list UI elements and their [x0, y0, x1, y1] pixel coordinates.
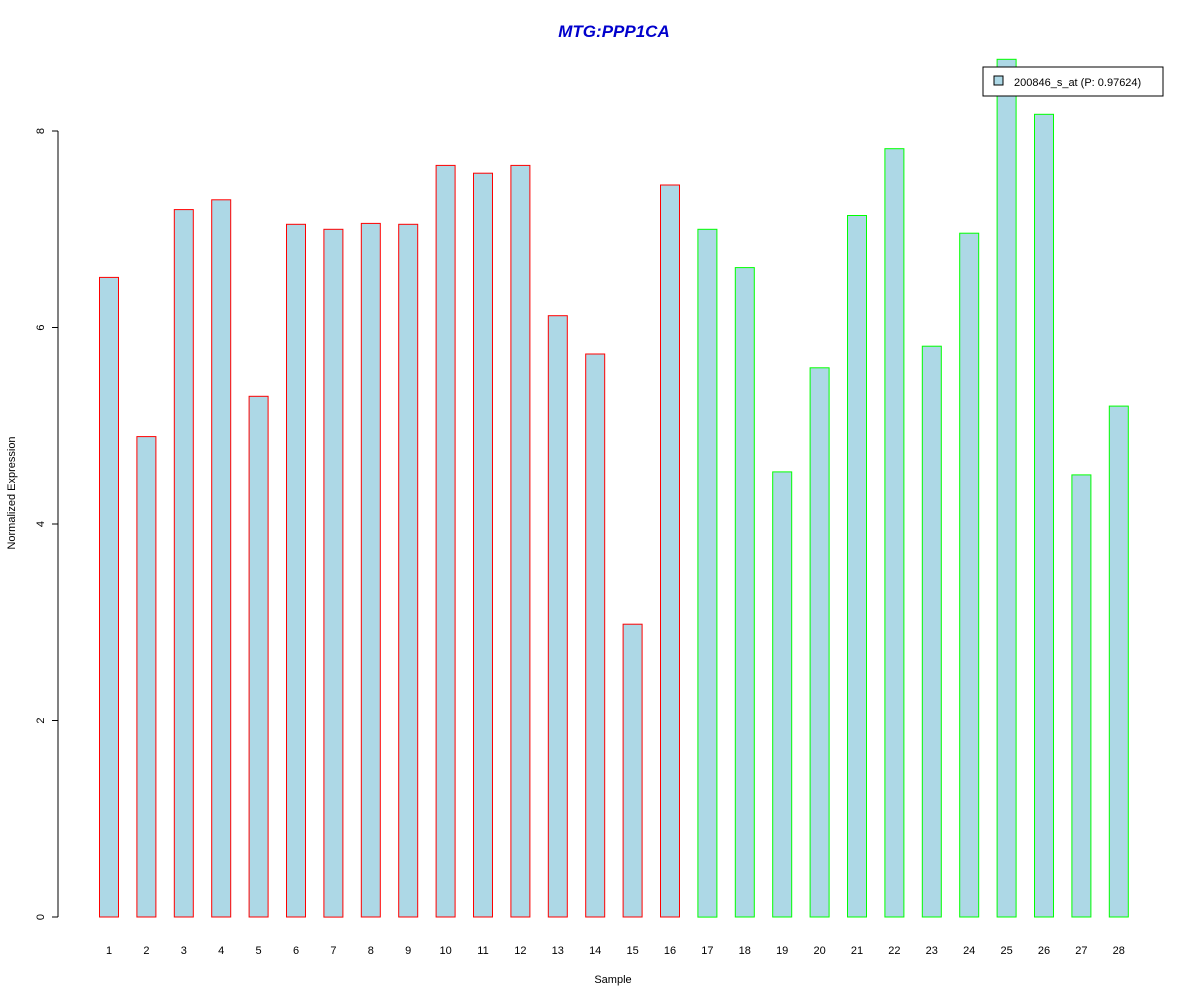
y-tick-label: 6 [35, 324, 47, 330]
x-tick-label: 11 [477, 945, 488, 957]
bar-sample-28 [1108, 405, 1129, 918]
bar-sample-20 [809, 367, 830, 918]
x-tick-label: 28 [1113, 945, 1125, 957]
x-tick-label: 21 [851, 945, 863, 957]
bar-sample-15 [622, 623, 643, 918]
x-tick-label: 15 [626, 945, 638, 957]
x-tick-label: 16 [664, 945, 676, 957]
x-tick-label: 25 [1000, 945, 1012, 957]
x-tick-label: 7 [330, 945, 336, 957]
bar-sample-6 [286, 223, 306, 918]
x-tick-labels: 1 2 3 4 5 6 7 8 9 10 11 12 13 14 15 16 17 18 19 20 21 22 23 24 2… [106, 945, 1125, 957]
x-tick-label: 2 [143, 945, 149, 957]
x-axis-label: Sample [594, 974, 631, 986]
chart-title: MTG:PPP1CA [558, 22, 669, 41]
bar-sample-10 [435, 164, 456, 918]
x-tick-label: 13 [552, 945, 564, 957]
x-tick-label: 12 [514, 945, 526, 957]
x-tick-label: 4 [218, 945, 224, 957]
bar-sample-25 [996, 58, 1017, 918]
legend: 200846_s_at (P: 0.97624) [982, 66, 1164, 97]
x-tick-label: 22 [888, 945, 900, 957]
bars [99, 58, 1129, 918]
bar-sample-14 [585, 353, 606, 918]
x-tick-label: 26 [1038, 945, 1050, 957]
x-tick-label: 5 [256, 945, 262, 957]
bar-sample-17 [697, 228, 718, 918]
y-tick-label: 0 [35, 914, 47, 920]
legend-swatch [993, 75, 1004, 86]
legend-label: 200846_s_at (P: 0.97624) [1014, 77, 1141, 89]
x-tick-label: 24 [963, 945, 975, 957]
bar-sample-12 [510, 164, 531, 918]
x-tick-label: 18 [739, 945, 751, 957]
bar-sample-5 [248, 395, 269, 918]
bar-sample-9 [398, 223, 419, 918]
x-tick-label: 23 [926, 945, 938, 957]
y-axis-label: Normalized Expression [6, 436, 18, 549]
bar-sample-13 [547, 315, 568, 918]
x-tick-label: 27 [1075, 945, 1087, 957]
bar-sample-4 [211, 199, 232, 918]
legend-box [982, 66, 1164, 97]
bar-sample-27 [1071, 474, 1092, 918]
x-tick-label: 19 [776, 945, 788, 957]
bar-sample-19 [772, 471, 793, 918]
bar-sample-21 [847, 215, 867, 918]
bar-sample-8 [360, 222, 381, 918]
x-tick-label: 10 [439, 945, 451, 957]
bar-sample-26 [1034, 113, 1054, 918]
y-axis: 0 2 4 6 8 [35, 128, 59, 920]
bar-sample-16 [660, 184, 680, 918]
x-tick-label: 14 [589, 945, 601, 957]
y-tick-label: 8 [35, 128, 47, 134]
bar-sample-22 [884, 148, 905, 918]
bar-sample-18 [734, 267, 755, 918]
x-tick-label: 6 [293, 945, 299, 957]
x-tick-label: 1 [106, 945, 112, 957]
bar-sample-2 [136, 436, 157, 918]
bar-sample-11 [473, 172, 493, 918]
x-tick-label: 17 [701, 945, 713, 957]
x-tick-label: 9 [405, 945, 411, 957]
bar-sample-1 [99, 276, 119, 918]
y-tick-label: 2 [35, 717, 47, 723]
x-tick-label: 20 [813, 945, 825, 957]
bar-sample-23 [921, 345, 942, 918]
bar-sample-7 [323, 228, 344, 918]
x-tick-label: 3 [181, 945, 187, 957]
bar-sample-3 [173, 209, 194, 918]
y-tick-label: 4 [35, 521, 47, 527]
bar-sample-24 [959, 232, 980, 918]
x-tick-label: 8 [368, 945, 374, 957]
